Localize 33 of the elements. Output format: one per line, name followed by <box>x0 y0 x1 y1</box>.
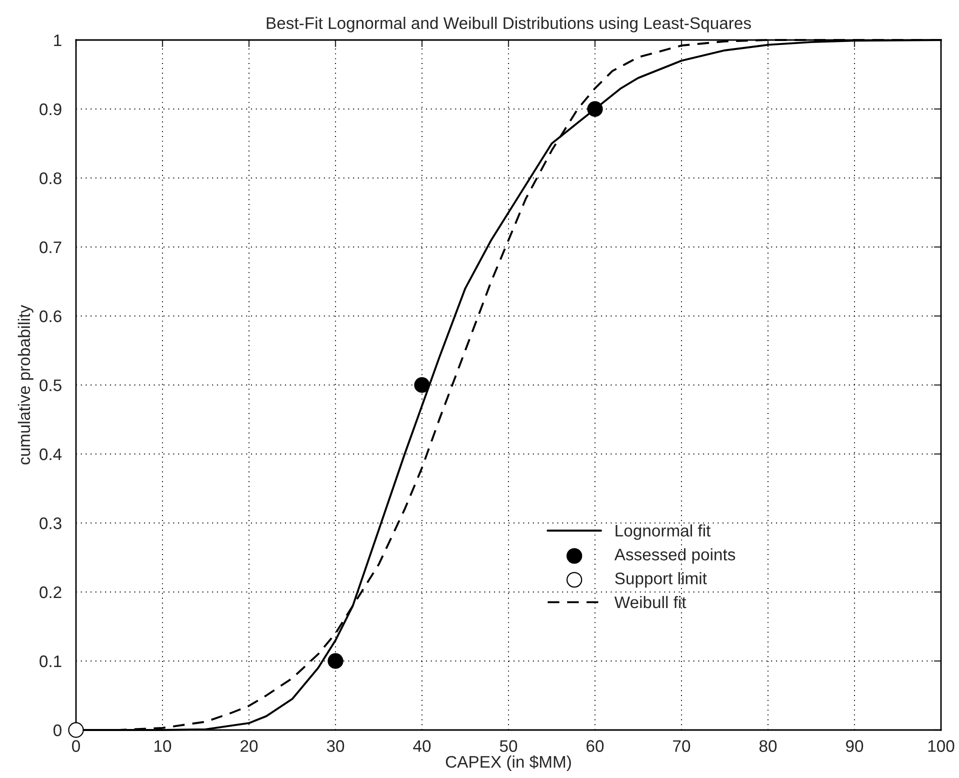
x-tick-label: 0 <box>72 740 80 752</box>
x-tick-label: 60 <box>586 740 604 752</box>
y-axis-title: cumulative probability <box>18 304 34 464</box>
x-tick-label: 70 <box>673 740 690 752</box>
y-tick-label: 1 <box>54 34 62 46</box>
y-tick-label: 0.4 <box>40 448 62 460</box>
x-tick-label: 50 <box>500 740 518 752</box>
point <box>587 101 603 117</box>
point <box>414 377 430 393</box>
y-tick-label: 0.6 <box>40 310 62 322</box>
y-tick-label: 0.5 <box>40 379 62 392</box>
x-tick-label: 10 <box>154 740 172 752</box>
y-tick-label: 0.7 <box>40 241 62 254</box>
legend-label: Support limit <box>615 572 707 588</box>
y-tick-label: 0.3 <box>40 517 62 530</box>
point <box>68 722 84 738</box>
y-tick-label: 0 <box>53 724 62 736</box>
x-tick-label: 30 <box>326 740 344 752</box>
legend-label: Assessed points <box>614 548 736 564</box>
x-axis-title: CAPEX (in $MM) <box>446 755 571 772</box>
y-tick-label: 0.9 <box>40 103 62 116</box>
y-tick-label: 0.8 <box>40 172 62 184</box>
x-tick-label: 90 <box>846 740 864 752</box>
legend-label: Weibull fit <box>614 596 686 608</box>
x-tick-label: 80 <box>759 740 777 752</box>
x-tick-label: 20 <box>240 740 258 752</box>
legend-label: Lognormal fit <box>616 524 711 540</box>
chart-title: Best-Fit Lognormal and Weibull Distributions using Least-Squares <box>266 16 751 32</box>
x-tick-label: 100 <box>928 740 954 752</box>
x-tick-label: 40 <box>413 740 431 752</box>
y-tick-label: 0.1 <box>40 655 62 668</box>
point <box>328 653 344 669</box>
y-tick-label: 0.2 <box>40 586 62 598</box>
